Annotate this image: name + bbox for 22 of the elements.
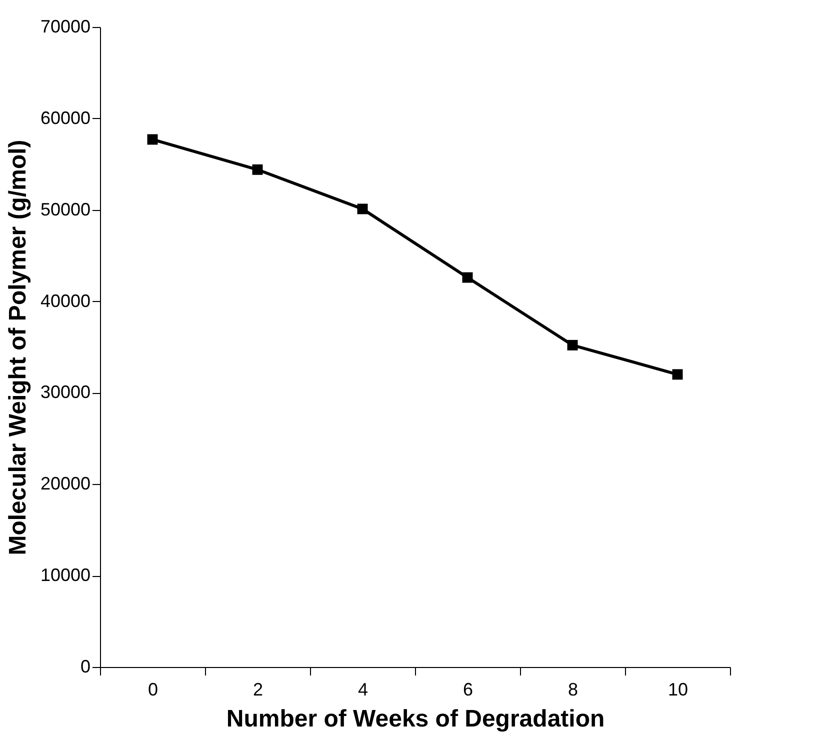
y-tick-label: 70000 [40,16,90,36]
y-tick-label: 30000 [40,382,90,402]
x-axis-title: Number of Weeks of Degradation [226,706,605,732]
y-axis-title: Molecular Weight of Polymer (g/mol) [4,140,32,556]
y-tick-label: 40000 [40,290,90,311]
x-tick-label: 10 [668,680,688,700]
y-tick-label: 60000 [40,108,90,128]
x-tick-label: 8 [568,680,578,700]
x-tick-label: 6 [462,680,474,700]
point [147,134,158,145]
x-tick-label: 2 [252,680,264,700]
y-tick-label: 50000 [40,199,90,220]
x-tick-label: 0 [148,680,158,700]
x-tick-label: 4 [358,680,368,700]
point [357,204,368,214]
y-tick-label: 0 [80,656,90,676]
point [567,340,578,350]
point [252,164,263,175]
y-tick-label: 20000 [40,474,90,494]
y-tick-label: 10000 [40,565,90,586]
point [462,272,473,283]
point [672,369,683,380]
